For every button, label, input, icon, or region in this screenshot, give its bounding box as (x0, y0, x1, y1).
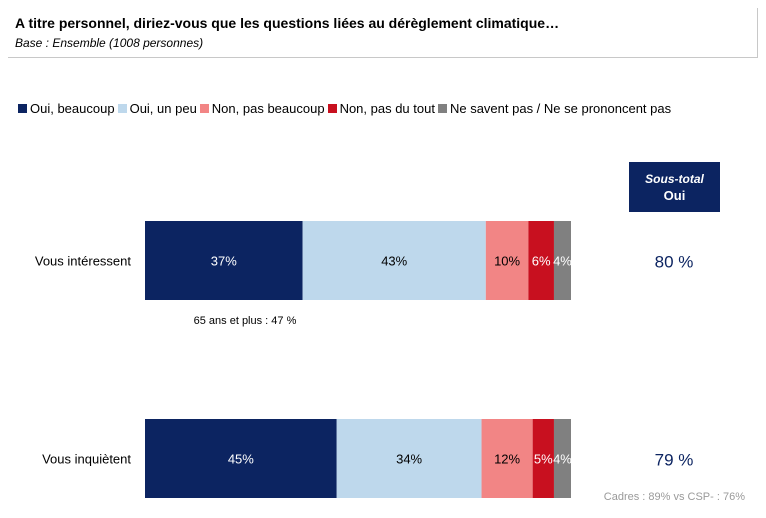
bar-label-1-2: 43% (381, 254, 407, 269)
bar-label-2-5: 4% (553, 452, 572, 467)
legend-item-4: Non, pas du tout (327, 100, 435, 116)
bar-label-2-1: 45% (228, 452, 254, 467)
subtotal-value-1: 80 % (655, 253, 694, 272)
bar-segment-1-1 (145, 221, 303, 300)
bar-label-1-5: 4% (553, 254, 572, 269)
legend-label-2: Oui, un peu (129, 100, 197, 116)
legend-label-3: Non, pas beaucoup (211, 100, 325, 116)
bar-segment-2-4 (532, 419, 554, 498)
subtotal-header-line1: Sous-total (645, 171, 704, 186)
subtotal-header: Sous-total Oui (629, 162, 720, 212)
chart-title: A titre personnel, diriez-vous que les q… (15, 15, 560, 31)
legend-swatch-2 (117, 103, 127, 113)
bar-segment-1-2 (302, 221, 486, 300)
legend-label-5: Ne savent pas / Ne se prononcent pas (449, 100, 672, 116)
subtotal-value-2: 79 % (655, 451, 694, 470)
legend-item-3: Non, pas beaucoup (199, 100, 325, 116)
legend-label-4: Non, pas du tout (339, 100, 435, 116)
legend-swatch-1 (18, 103, 27, 113)
bar-segment-1-4 (528, 221, 554, 300)
bar-label-1-3: 10% (494, 254, 520, 269)
annotation-1: 65 ans et plus : 47 % (194, 315, 297, 327)
bar-segment-1-5 (553, 221, 571, 300)
legend-item-5: Ne savent pas / Ne se prononcent pas (437, 100, 672, 116)
row-label-2: Vous inquiètent (42, 452, 131, 467)
annotation-2: Cadres : 89% vs CSP- : 76% (604, 491, 745, 503)
header-box (8, 8, 758, 58)
legend-swatch-4 (327, 103, 337, 113)
chart-subtitle: Base : Ensemble (1008 personnes) (15, 36, 204, 50)
bar-segment-2-1 (145, 419, 337, 498)
bar-label-1-1: 37% (211, 254, 237, 269)
legend-swatch-3 (199, 103, 209, 113)
legend-item-1: Oui, beaucoup (18, 101, 115, 116)
bar-label-2-4: 5% (534, 452, 553, 467)
bar-segment-2-5 (553, 419, 571, 498)
bar-label-2-3: 12% (494, 452, 520, 467)
legend: Oui, beaucoup Oui, un peu Non, pas beaucou… (18, 100, 674, 116)
row-label-1: Vous intéressent (35, 254, 132, 269)
legend-item-2: Oui, un peu (117, 100, 197, 116)
bar-label-1-4: 6% (532, 254, 551, 269)
legend-label-1: Oui, beaucoup (30, 100, 115, 116)
subtotal-header-line2: Oui (663, 187, 686, 203)
bar-segment-2-2 (336, 419, 482, 498)
bar-label-2-2: 34% (396, 452, 422, 467)
bar-segment-2-3 (481, 419, 533, 498)
bar-segment-1-3 (485, 221, 529, 300)
legend-swatch-5 (437, 103, 447, 113)
